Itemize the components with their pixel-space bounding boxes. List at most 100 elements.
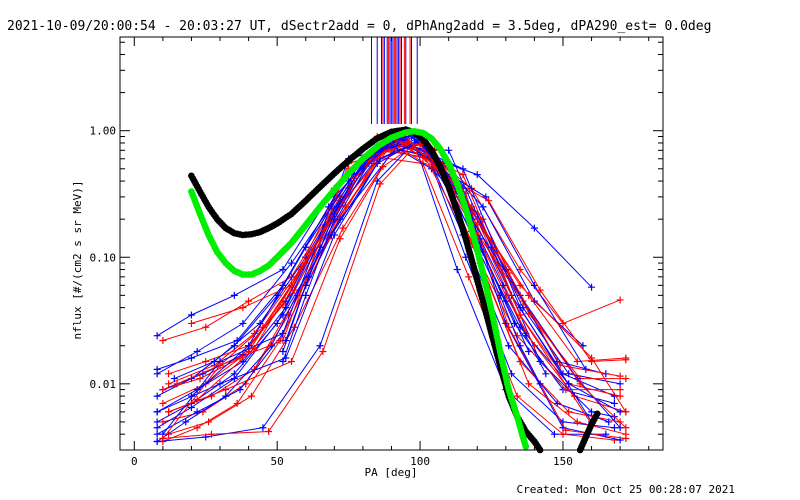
series-point-24-7 xyxy=(502,319,510,327)
series-point-10-2 xyxy=(236,386,244,394)
series-point-17-1 xyxy=(196,375,204,383)
series-point-18-0 xyxy=(170,375,178,383)
series-point-14-1 xyxy=(187,354,195,362)
series-point-20-9 xyxy=(588,408,596,416)
series-point-2-1 xyxy=(193,348,201,356)
series-point-11-9 xyxy=(573,418,581,426)
series-point-6-10 xyxy=(610,399,618,407)
series-point-12-9 xyxy=(550,430,558,438)
series-point-5-10 xyxy=(616,392,624,400)
series-point-1-10 xyxy=(616,296,624,304)
x-tick-label-2: 100 xyxy=(410,455,430,468)
curve-2 xyxy=(188,128,530,450)
series-point-17-10 xyxy=(616,386,624,394)
series-line-24 xyxy=(157,135,621,442)
created-footer: Created: Mon Oct 25 00:28:07 2021 xyxy=(516,483,735,496)
series-point-12-1 xyxy=(182,418,190,426)
series-point-19-2 xyxy=(259,323,267,331)
y-tick-label-1: 0.10 xyxy=(90,251,117,264)
series-point-25-7 xyxy=(505,323,513,331)
series-point-14-0 xyxy=(153,365,161,373)
vertical-markers xyxy=(370,37,418,124)
series-point-26-0 xyxy=(153,408,161,416)
series-point-27-9 xyxy=(622,424,630,432)
y-tick-label-2: 1.00 xyxy=(90,125,117,138)
series-point-17-0 xyxy=(159,386,167,394)
series-point-28-0 xyxy=(187,392,195,400)
series-point-9-9 xyxy=(565,408,573,416)
series-point-25-4 xyxy=(376,180,384,188)
series-point-32-0 xyxy=(282,336,290,344)
series-point-3-9 xyxy=(573,358,581,366)
series-point-20-1 xyxy=(187,404,195,412)
series-point-25-0 xyxy=(159,434,167,442)
series-point-25-2 xyxy=(265,428,273,436)
series-point-13-1 xyxy=(193,424,201,432)
series-point-3-0 xyxy=(165,380,173,388)
series-29 xyxy=(193,138,624,404)
series-point-29-0 xyxy=(193,396,201,404)
series-point-27-4 xyxy=(379,163,387,171)
series-point-21-7 xyxy=(588,354,596,362)
series-point-1-1 xyxy=(202,323,210,331)
series-line-18 xyxy=(174,135,587,380)
x-axis-title: PA [deg] xyxy=(365,466,418,479)
series-point-30-1 xyxy=(302,291,310,299)
series-point-23-5 xyxy=(459,171,467,179)
series-point-1-0 xyxy=(159,336,167,344)
series-point-0-2 xyxy=(230,291,238,299)
series-point-20-0 xyxy=(153,424,161,432)
series-point-30-11 xyxy=(536,380,544,388)
series-point-30-0 xyxy=(279,358,287,366)
series-point-12-7 xyxy=(453,266,461,274)
series-point-0-7 xyxy=(473,171,481,179)
series-point-25-3 xyxy=(319,348,327,356)
series-point-28-2 xyxy=(302,243,310,251)
series-point-15-10 xyxy=(622,375,630,383)
series-point-4-2 xyxy=(230,342,238,350)
series-point-25-9 xyxy=(622,434,630,442)
series-point-11-2 xyxy=(247,392,255,400)
x-tick-label-3: 150 xyxy=(553,455,573,468)
series-point-25-1 xyxy=(207,430,215,438)
series-point-24-3 xyxy=(316,342,324,350)
series-point-32-10 xyxy=(525,348,533,356)
series-point-26-8 xyxy=(573,375,581,383)
series-point-1-2 xyxy=(245,297,253,305)
series-point-29-7 xyxy=(556,361,564,369)
series-point-15-1 xyxy=(202,358,210,366)
x-tick-label-0: 0 xyxy=(131,455,138,468)
series-line-26 xyxy=(156,138,621,429)
series-line-27 xyxy=(168,140,627,429)
series-point-29-8 xyxy=(616,372,624,380)
series-point-12-2 xyxy=(222,392,230,400)
series-point-13-8 xyxy=(513,392,521,400)
series-point-11-8 xyxy=(525,380,533,388)
series-point-31-0 xyxy=(279,348,287,356)
series-point-27-0 xyxy=(165,408,173,416)
series-point-26-3 xyxy=(330,231,338,239)
series-point-8-8 xyxy=(505,342,513,350)
series-point-18-8 xyxy=(530,281,538,289)
series-point-25-8 xyxy=(562,426,570,434)
curve-1 xyxy=(576,410,601,454)
series-point-20-6 xyxy=(445,146,453,154)
series-point-19-8 xyxy=(536,286,544,294)
series-point-33-6 xyxy=(502,291,510,299)
series-point-23-6 xyxy=(516,311,524,319)
series-point-11-4 xyxy=(339,224,347,232)
series-point-27-8 xyxy=(576,380,584,388)
series-point-28-1 xyxy=(245,342,253,350)
series-point-27-3 xyxy=(336,235,344,243)
series-point-28-6 xyxy=(502,266,510,274)
series-point-24-0 xyxy=(153,438,161,446)
series-point-21-1 xyxy=(239,304,247,312)
curve-dot-2-240 xyxy=(522,443,530,450)
series-point-21-0 xyxy=(187,319,195,327)
series-point-8-3 xyxy=(273,319,281,327)
series-point-2-3 xyxy=(287,259,295,267)
series-point-0-3 xyxy=(279,266,287,274)
series-point-19-0 xyxy=(173,380,181,388)
series-point-0-8 xyxy=(530,224,538,232)
